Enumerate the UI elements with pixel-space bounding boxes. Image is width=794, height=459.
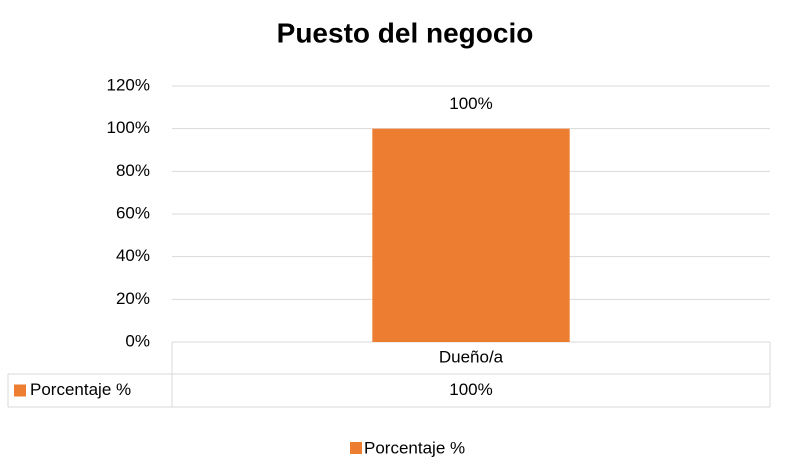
legend-label: Porcentaje % [364, 438, 465, 457]
y-tick-label: 40% [116, 246, 150, 265]
chart-title: Puesto del negocio [277, 17, 534, 48]
legend-key [350, 442, 362, 454]
y-tick-label: 80% [116, 161, 150, 180]
bar [372, 128, 570, 342]
x-tick-label: Dueño/a [439, 347, 504, 366]
table-cell: 100% [449, 380, 492, 399]
y-tick-label: 60% [116, 203, 150, 222]
table-legend-key [14, 384, 26, 397]
y-tick-label: 120% [107, 75, 150, 94]
data-label: 100% [449, 94, 492, 113]
y-tick-label: 0% [125, 331, 150, 350]
table-series-name: Porcentaje % [30, 380, 131, 399]
y-tick-label: 20% [116, 289, 150, 308]
y-tick-label: 100% [107, 118, 150, 137]
